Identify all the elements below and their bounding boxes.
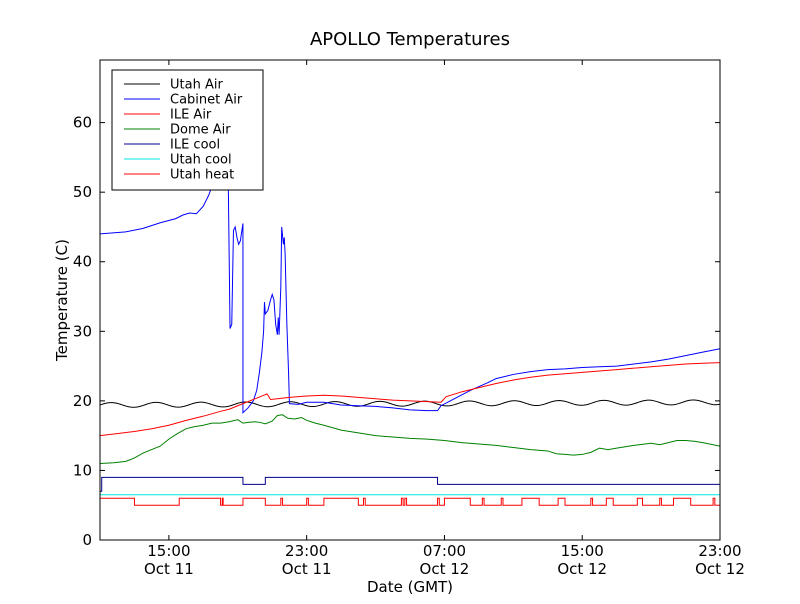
x-tick-label-time: 15:00	[147, 542, 190, 560]
plot-frame	[99, 59, 721, 541]
y-tick-label: 60	[73, 114, 92, 132]
legend-label-utah-air: Utah Air	[170, 78, 223, 93]
y-tick-label: 40	[73, 253, 92, 271]
legend-label-ile-cool: ILE cool	[170, 138, 220, 153]
series-line-utah-air	[100, 399, 720, 408]
y-tick-label: 30	[73, 322, 92, 340]
chart-title: APOLLO Temperatures	[310, 29, 510, 50]
y-tick-label: 50	[73, 183, 92, 201]
x-tick-label-date: Oct 12	[420, 560, 470, 578]
x-axis-label: Date (GMT)	[367, 578, 453, 596]
y-tick-label: 20	[73, 392, 92, 410]
legend-label-dome-air: Dome Air	[170, 123, 231, 138]
legend-label-cabinet-air: Cabinet Air	[170, 93, 243, 108]
legend-label-utah-cool: Utah cool	[170, 153, 232, 168]
legend-box	[111, 69, 264, 191]
y-tick-label: 0	[82, 531, 92, 549]
series-line-ile-air	[100, 362, 720, 437]
y-axis-label: Temperature (C)	[53, 239, 71, 362]
legend-label-utah-heat: Utah heat	[170, 168, 234, 183]
x-tick-label-time: 15:00	[561, 542, 604, 560]
series-line-ile-cool	[100, 476, 720, 492]
x-tick-label-time: 07:00	[423, 542, 466, 560]
x-tick-label-time: 23:00	[698, 542, 741, 560]
series-line-utah-heat	[100, 497, 720, 506]
x-tick-label-date: Oct 12	[557, 560, 607, 578]
x-tick-label-date: Oct 11	[282, 560, 332, 578]
legend-label-ile-air: ILE Air	[170, 108, 212, 123]
series-line-dome-air	[100, 414, 720, 464]
y-tick-label: 10	[73, 461, 92, 479]
x-tick-label-date: Oct 11	[144, 560, 194, 578]
x-tick-label-date: Oct 12	[695, 560, 745, 578]
x-tick-label-time: 23:00	[285, 542, 328, 560]
